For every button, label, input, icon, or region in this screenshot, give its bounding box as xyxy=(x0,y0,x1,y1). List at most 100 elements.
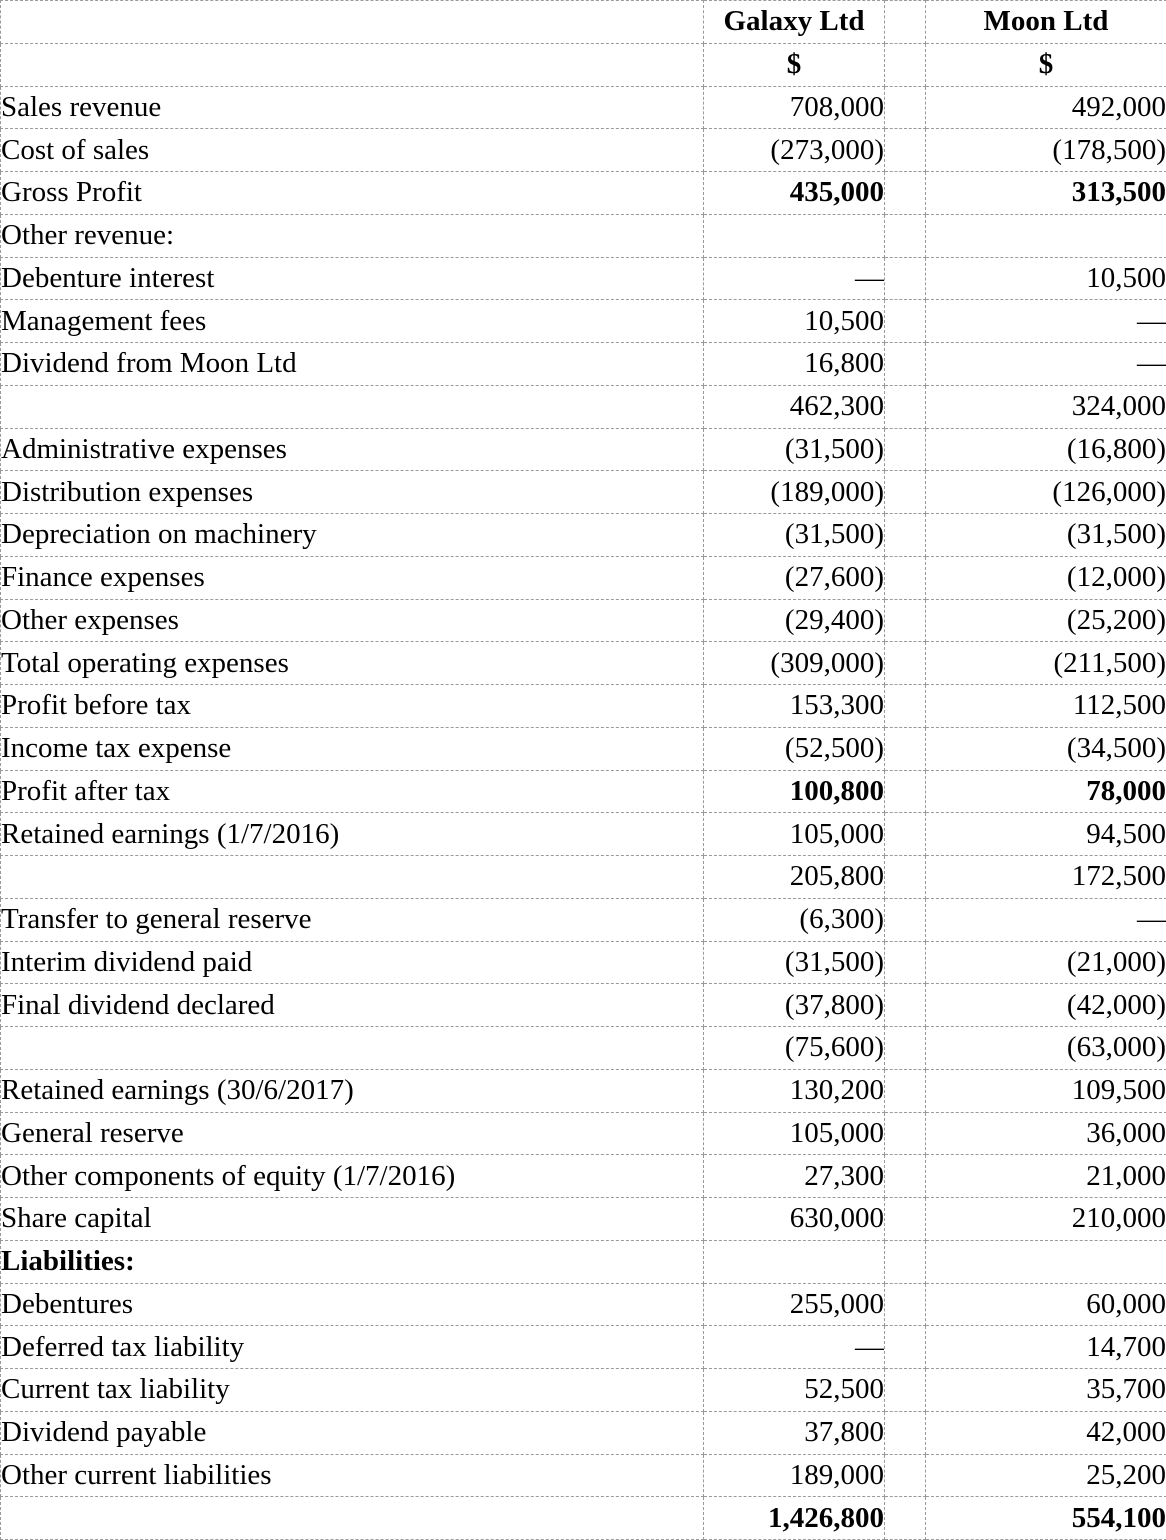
row-label xyxy=(0,384,704,429)
moon-ltd-column-header: Moon Ltd xyxy=(925,0,1166,44)
table-row: Management fees 10,500 — xyxy=(0,299,1166,343)
table-row: Debenture interest — 10,500 xyxy=(0,256,1166,301)
galaxy-value: (52,500) xyxy=(703,726,885,771)
moon-value: 78,000 xyxy=(925,769,1166,814)
row-label: Current tax liability xyxy=(0,1368,704,1412)
moon-value: (31,500) xyxy=(925,513,1166,557)
galaxy-value: (273,000) xyxy=(703,128,885,172)
galaxy-value: (31,500) xyxy=(703,427,885,472)
table-row: Depreciation on machinery (31,500) (31,500… xyxy=(0,513,1166,557)
table-row: Profit after tax 100,800 78,000 xyxy=(0,769,1166,814)
table-row: Interim dividend paid (31,500) (21,000) xyxy=(0,940,1166,985)
galaxy-value: (37,800) xyxy=(703,983,885,1027)
row-label: Other revenue: xyxy=(0,213,704,258)
spacer-cell xyxy=(884,940,926,985)
row-label: Deferred tax liability xyxy=(0,1325,704,1369)
galaxy-value: (31,500) xyxy=(703,940,885,985)
moon-value: (34,500) xyxy=(925,726,1166,771)
galaxy-value: (29,400) xyxy=(703,598,885,643)
spacer-cell xyxy=(884,1154,926,1198)
galaxy-value: 52,500 xyxy=(703,1368,885,1412)
moon-currency-symbol: $ xyxy=(925,42,1166,87)
spacer-cell xyxy=(884,1325,926,1369)
table-row: Retained earnings (1/7/2016) 105,000 94,50… xyxy=(0,812,1166,856)
row-label: Other current liabilities xyxy=(0,1453,704,1498)
table-row: Other expenses (29,400) (25,200) xyxy=(0,598,1166,643)
table-row: Dividend payable 37,800 42,000 xyxy=(0,1410,1166,1455)
moon-value: 42,000 xyxy=(925,1410,1166,1455)
galaxy-value: 105,000 xyxy=(703,812,885,856)
spacer-cell xyxy=(884,1026,926,1070)
spacer-cell xyxy=(884,1368,926,1412)
moon-value: 112,500 xyxy=(925,684,1166,728)
row-label: Dividend from Moon Ltd xyxy=(0,342,704,386)
row-label xyxy=(0,855,704,899)
row-label: Retained earnings (1/7/2016) xyxy=(0,812,704,856)
spacer-cell xyxy=(884,1453,926,1498)
table-row: Current tax liability 52,500 35,700 xyxy=(0,1368,1166,1412)
galaxy-value: 105,000 xyxy=(703,1111,885,1156)
spacer-cell xyxy=(884,299,926,343)
header-row-companies: Galaxy Ltd Moon Ltd xyxy=(0,0,1166,44)
table-row: Debentures 255,000 60,000 xyxy=(0,1282,1166,1327)
spacer-cell xyxy=(884,1068,926,1113)
spacer-cell xyxy=(884,42,926,87)
row-label: Sales revenue xyxy=(0,85,704,130)
table-row: Income tax expense (52,500) (34,500) xyxy=(0,726,1166,771)
moon-value: 36,000 xyxy=(925,1111,1166,1156)
table-row: Liabilities: xyxy=(0,1239,1166,1284)
table-row: Deferred tax liability — 14,700 xyxy=(0,1325,1166,1369)
moon-value: (178,500) xyxy=(925,128,1166,172)
row-label: Management fees xyxy=(0,299,704,343)
moon-value: 35,700 xyxy=(925,1368,1166,1412)
table-row: Administrative expenses (31,500) (16,800) xyxy=(0,427,1166,472)
moon-value: — xyxy=(925,897,1166,942)
moon-value: 94,500 xyxy=(925,812,1166,856)
galaxy-ltd-column-header: Galaxy Ltd xyxy=(703,0,885,44)
table-row: Total operating expenses (309,000) (211,50… xyxy=(0,641,1166,685)
header-row-currency: $ $ xyxy=(0,42,1166,87)
moon-value: 10,500 xyxy=(925,256,1166,301)
galaxy-value: 255,000 xyxy=(703,1282,885,1327)
spacer-cell xyxy=(884,598,926,643)
row-label: Distribution expenses xyxy=(0,470,704,514)
table-row: Other current liabilities 189,000 25,200 xyxy=(0,1453,1166,1498)
row-label: Cost of sales xyxy=(0,128,704,172)
table-row: Final dividend declared (37,800) (42,000) xyxy=(0,983,1166,1027)
moon-value: 14,700 xyxy=(925,1325,1166,1369)
spacer-cell xyxy=(884,427,926,472)
moon-value: 210,000 xyxy=(925,1197,1166,1241)
spacer-cell xyxy=(884,256,926,301)
moon-value: — xyxy=(925,299,1166,343)
moon-value: 109,500 xyxy=(925,1068,1166,1113)
moon-value: 324,000 xyxy=(925,384,1166,429)
row-label: Dividend payable xyxy=(0,1410,704,1455)
galaxy-value: 130,200 xyxy=(703,1068,885,1113)
table-row: Finance expenses (27,600) (12,000) xyxy=(0,555,1166,600)
table-row: Dividend from Moon Ltd 16,800 — xyxy=(0,342,1166,386)
table-row: General reserve 105,000 36,000 xyxy=(0,1111,1166,1156)
moon-value: (63,000) xyxy=(925,1026,1166,1070)
moon-value: 492,000 xyxy=(925,85,1166,130)
table-row: (75,600) (63,000) xyxy=(0,1026,1166,1070)
moon-value: 172,500 xyxy=(925,855,1166,899)
galaxy-value: 37,800 xyxy=(703,1410,885,1455)
spacer-cell xyxy=(884,812,926,856)
spacer-cell xyxy=(884,555,926,600)
table-row: Other components of equity (1/7/2016) 27,… xyxy=(0,1154,1166,1198)
spacer-cell xyxy=(884,342,926,386)
row-label: Total operating expenses xyxy=(0,641,704,685)
galaxy-value: 153,300 xyxy=(703,684,885,728)
row-label: Administrative expenses xyxy=(0,427,704,472)
moon-value: (211,500) xyxy=(925,641,1166,685)
row-label: Final dividend declared xyxy=(0,983,704,1027)
galaxy-value: 205,800 xyxy=(703,855,885,899)
spacer-cell xyxy=(884,1282,926,1327)
galaxy-value: 708,000 xyxy=(703,85,885,130)
row-label: Debenture interest xyxy=(0,256,704,301)
table-row: Retained earnings (30/6/2017) 130,200 109,… xyxy=(0,1068,1166,1113)
moon-value: (21,000) xyxy=(925,940,1166,985)
spacer-cell xyxy=(884,513,926,557)
spacer-cell xyxy=(884,641,926,685)
